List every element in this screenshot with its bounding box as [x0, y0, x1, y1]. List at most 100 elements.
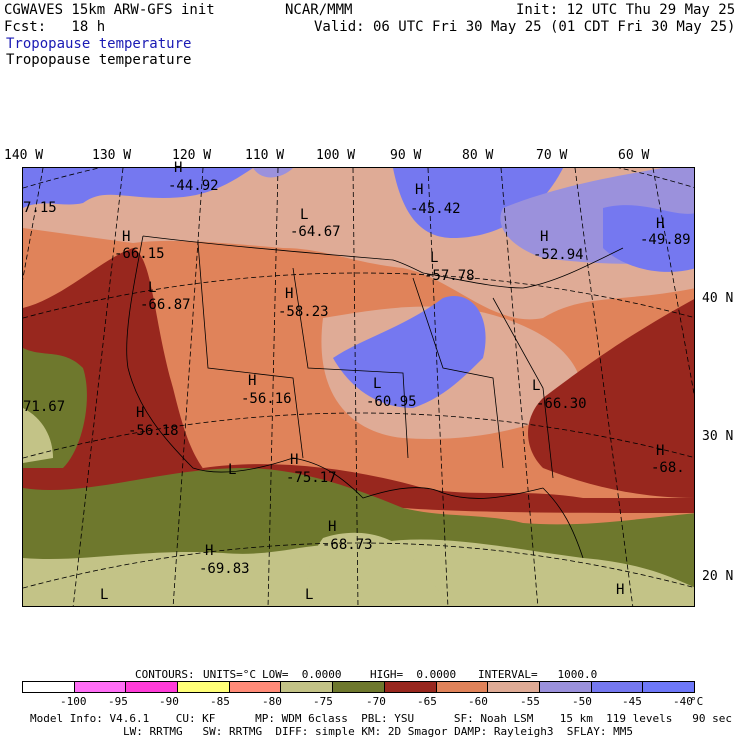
shade-darkred-w — [23, 248, 353, 498]
colorbar-swatch — [281, 682, 334, 692]
map-marker-value: -60.95 — [366, 394, 417, 410]
colorbar-swatch — [436, 682, 489, 692]
map-marker: H — [136, 405, 145, 421]
map-marker-value: -68. — [651, 460, 685, 476]
colorbar-swatch — [229, 682, 282, 692]
map-marker: H — [174, 160, 183, 176]
map-marker: L — [148, 280, 157, 296]
shade-blue-nw — [23, 168, 253, 208]
map-marker-value: 7.15 — [23, 200, 57, 216]
contours-units: UNITS=°C — [203, 668, 256, 681]
shade-blue-ne — [603, 205, 694, 272]
map-marker-value: -52.94 — [533, 247, 584, 263]
map-marker: H — [122, 229, 131, 245]
colorbar-label: -75 — [313, 695, 333, 708]
map-marker: H — [616, 582, 625, 598]
boundaries — [126, 235, 624, 559]
colorbar-label: -90 — [159, 695, 179, 708]
colorbar-swatch — [591, 682, 644, 692]
map-marker: L — [373, 376, 382, 392]
lat-label-30n: 30 N — [702, 429, 734, 444]
contours-interval: INTERVAL= 1000.0 — [478, 668, 598, 681]
map-marker-value: -56.18 — [128, 423, 179, 439]
colorbar-label: -45 — [622, 695, 642, 708]
map-marker-value: -45.42 — [410, 201, 461, 217]
lat-label-40n: 40 N — [702, 291, 734, 306]
colorbar-swatch — [488, 682, 540, 692]
shade-darkred-e — [528, 299, 694, 498]
lon-label-110w: 110 W — [245, 148, 285, 163]
model-title: CGWAVES 15km ARW-GFS init — [4, 2, 215, 18]
shade-khaki-pacific — [23, 408, 53, 463]
forecast-hour: Fcst: 18 h — [4, 19, 106, 35]
map-marker-value: -56.16 — [241, 391, 292, 407]
colorbar-label: -55 — [520, 695, 540, 708]
graticule — [23, 168, 694, 606]
lon-label-100w: 100 W — [316, 148, 356, 163]
colorbar-label: -50 — [572, 695, 592, 708]
map-marker-value: -57.78 — [424, 268, 475, 284]
map-marker: L — [300, 207, 309, 223]
colorbar-swatch — [333, 682, 385, 692]
map-marker-value: -68.73 — [322, 537, 373, 553]
lon-label-90w: 90 W — [390, 148, 422, 163]
contours-label: CONTOURS: — [135, 668, 195, 681]
tropopause-temperature-map — [22, 167, 695, 607]
map-marker-value: -75.17 — [286, 470, 337, 486]
shade-lavender-nw — [253, 168, 293, 178]
map-marker-value: -58.23 — [278, 304, 329, 320]
field-title-contour: Tropopause temperature — [6, 52, 192, 68]
colorbar-swatch — [643, 682, 694, 692]
map-marker: H — [656, 443, 665, 459]
map-marker: H — [540, 229, 549, 245]
colorbar-swatch — [23, 682, 75, 692]
map-marker-value: -64.67 — [290, 224, 341, 240]
map-marker-value: -44.92 — [168, 178, 219, 194]
model-info-line1: Model Info: V4.6.1 CU: KF MP: WDM 6class… — [30, 712, 732, 725]
lon-label-60w: 60 W — [618, 148, 650, 163]
lat-label-20n: 20 N — [702, 569, 734, 584]
map-marker: L — [228, 462, 237, 478]
map-marker: H — [415, 182, 424, 198]
map-marker-value: -66.30 — [536, 396, 587, 412]
colorbar-swatch — [126, 682, 179, 692]
model-info-line2: LW: RRTMG SW: RRTMG DIFF: simple KM: 2D … — [123, 725, 633, 738]
shade-darkred-gulf — [203, 464, 694, 513]
shade-blue-n — [393, 168, 563, 238]
lon-label-70w: 70 W — [536, 148, 568, 163]
valid-time: Valid: 06 UTC Fri 30 May 25 (01 CDT Fri … — [314, 19, 736, 35]
map-marker: H — [205, 543, 214, 559]
shade-khaki-gulf — [307, 532, 452, 606]
contours-high: HIGH= 0.0000 — [370, 668, 457, 681]
colorbar-swatch — [539, 682, 592, 692]
contours-low: LOW= 0.0000 — [262, 668, 342, 681]
map-marker: H — [248, 373, 257, 389]
institution-label: NCAR/MMM — [285, 2, 353, 18]
map-marker: H — [328, 519, 337, 535]
colorbar-label: -95 — [108, 695, 128, 708]
lon-label-80w: 80 W — [462, 148, 494, 163]
colorbar-label: -100 — [60, 695, 87, 708]
map-marker: H — [285, 286, 294, 302]
map-marker: L — [100, 587, 109, 603]
map-marker: L — [430, 250, 439, 266]
colorbar-label: -85 — [210, 695, 230, 708]
init-time: Init: 12 UTC Thu 29 May 25 — [516, 2, 736, 18]
colorbar — [22, 681, 695, 693]
map-marker-value: -66.15 — [114, 246, 165, 262]
map-marker-value: -69.83 — [199, 561, 250, 577]
map-marker-value: -66.87 — [140, 297, 191, 313]
map-marker: L — [305, 587, 314, 603]
colorbar-unit: °C — [690, 695, 704, 708]
lon-label-130w: 130 W — [92, 148, 132, 163]
map-shading — [23, 168, 694, 606]
colorbar-label: -60 — [468, 695, 488, 708]
lon-label-140w: 140 W — [4, 148, 44, 163]
lon-label-120w: 120 W — [172, 148, 212, 163]
colorbar-swatch — [74, 682, 127, 692]
map-marker-value: -49.89 — [640, 232, 691, 248]
map-marker: L — [532, 378, 541, 394]
colorbar-swatch — [178, 682, 230, 692]
colorbar-label: -70 — [366, 695, 386, 708]
colorbar-label: -80 — [262, 695, 282, 708]
